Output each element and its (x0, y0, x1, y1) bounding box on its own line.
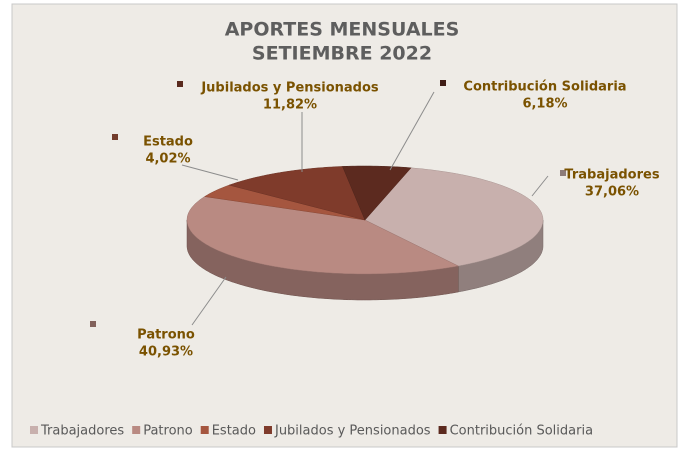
pie-slice (186, 196, 460, 275)
legend-label: Patrono (143, 424, 193, 439)
label-key (112, 134, 118, 140)
data-label-name: Estado (143, 135, 193, 150)
data-label-name: Trabajadores (564, 168, 659, 183)
chart-subtitle: SETIEMBRE 2022 (252, 43, 432, 65)
pie-slice (228, 166, 366, 221)
data-label: 11,82% (263, 98, 317, 113)
legend-key (30, 426, 38, 434)
legend-key (438, 426, 447, 434)
data-label: 40,93% (139, 345, 193, 360)
legend-label: Trabajadores (40, 424, 124, 439)
leader-line (531, 175, 549, 197)
pie-slice (342, 165, 412, 221)
label-key (560, 170, 566, 176)
pie-slice (364, 167, 544, 267)
leader-line (389, 91, 435, 171)
data-label: 37,06% (585, 185, 639, 200)
data-label: 6,18% (522, 97, 567, 112)
data-label-name: Contribución Solidaria (463, 80, 626, 95)
leader-line (181, 164, 239, 181)
label-key (177, 81, 183, 87)
legend-label: Contribución Solidaria (450, 424, 593, 439)
legend-label: Estado (212, 424, 256, 439)
data-label-name: Jubilados y Pensionados (200, 81, 379, 96)
legend-label: Jubilados y Pensionados (274, 424, 431, 439)
pie-slice (204, 184, 366, 221)
data-label: 4,02% (145, 152, 190, 167)
chart-title: APORTES MENSUALES (225, 19, 460, 41)
data-label-name: Patrono (137, 328, 195, 343)
legend-key (200, 426, 209, 434)
label-key (440, 80, 446, 86)
leader-line (191, 276, 227, 326)
legend-key (132, 426, 141, 434)
legend-key (263, 426, 272, 434)
label-key (90, 321, 96, 327)
